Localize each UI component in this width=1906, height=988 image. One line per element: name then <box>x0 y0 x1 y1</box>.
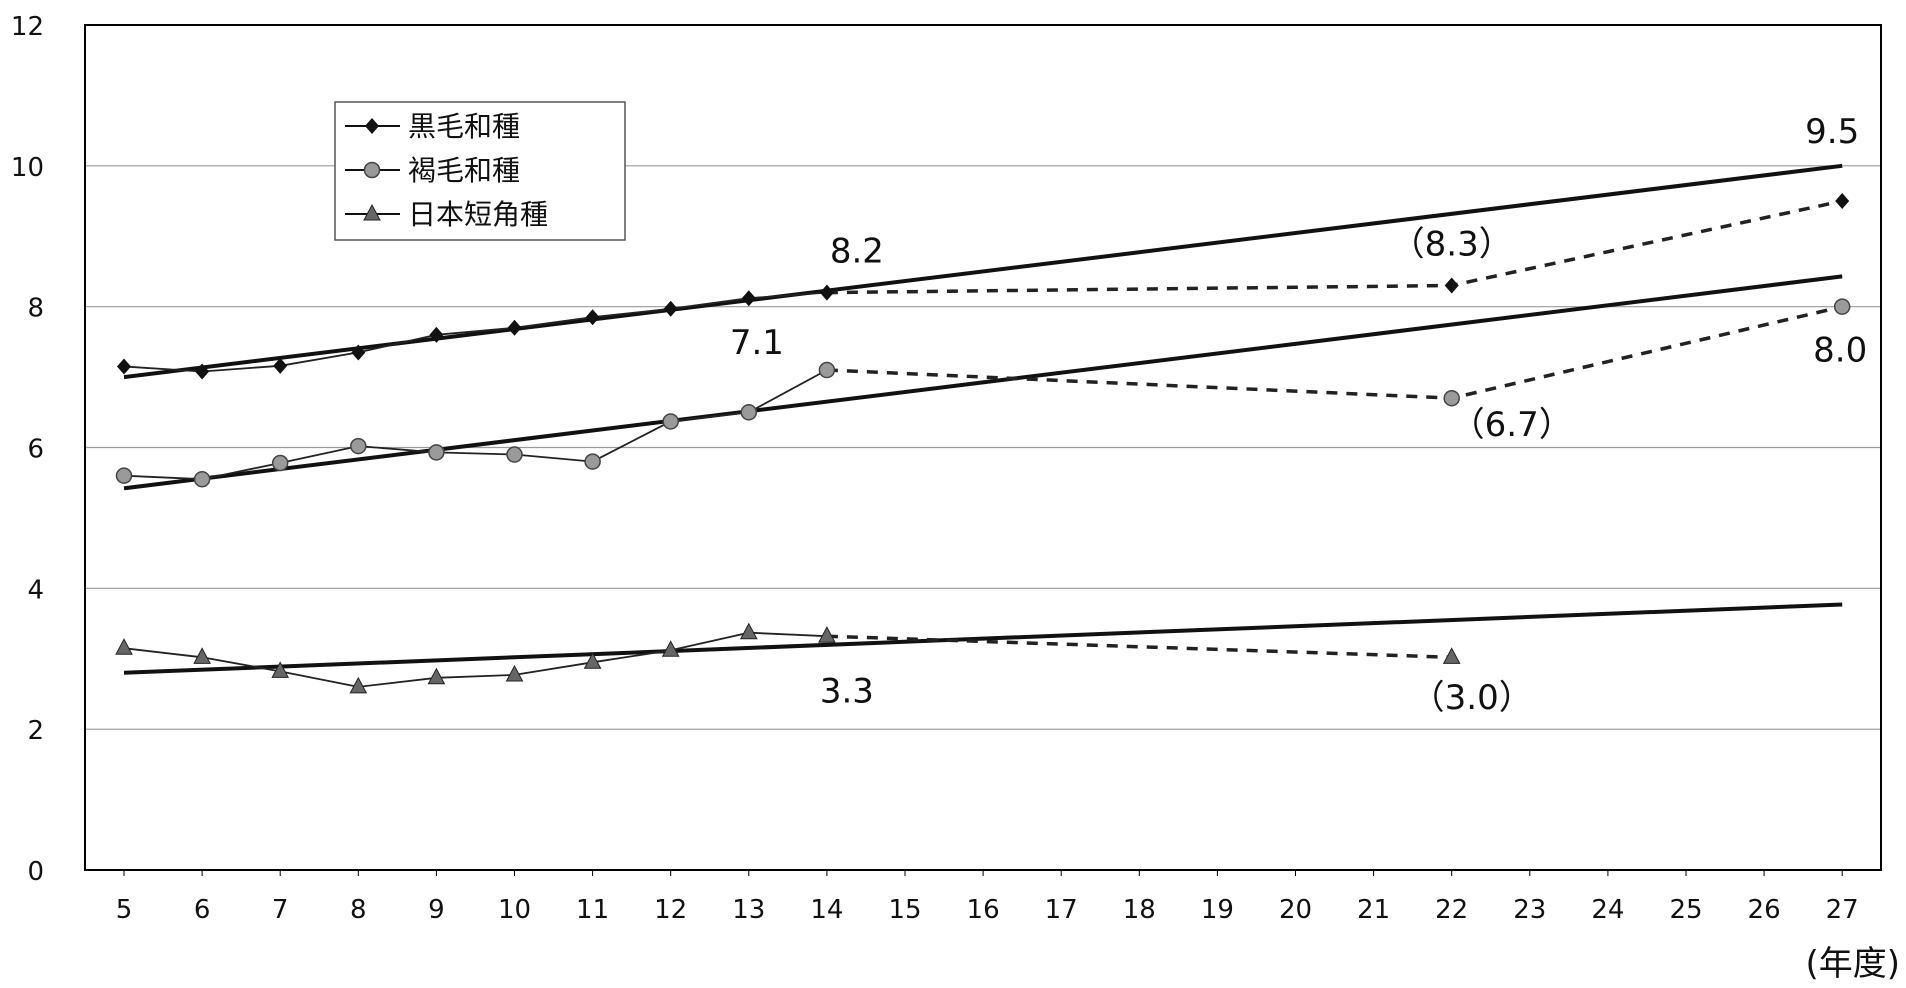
data-point <box>193 647 211 664</box>
legend-label: 日本短角種 <box>408 198 548 231</box>
legend-marker <box>363 203 381 221</box>
series-line <box>123 369 828 481</box>
data-point <box>349 676 368 694</box>
x-tick-label: 10 <box>498 895 531 925</box>
x-tick-label: 24 <box>1591 895 1624 925</box>
y-tick-label: 10 <box>11 153 44 183</box>
legend-marker <box>365 118 379 134</box>
trend-lines <box>123 163 1843 675</box>
y-tick-label: 4 <box>27 575 44 605</box>
data-point <box>1833 298 1851 315</box>
data-point <box>273 357 288 374</box>
x-tick-label: 6 <box>194 895 211 925</box>
data-point <box>741 290 756 307</box>
trend-line <box>123 163 1843 380</box>
data-point <box>506 446 523 463</box>
value-annotation: （8.3） <box>1391 225 1513 265</box>
data-point <box>195 363 210 380</box>
data-point <box>350 437 367 455</box>
x-tick-label: 25 <box>1669 895 1702 925</box>
legend-label: 黒毛和種 <box>408 110 520 143</box>
data-point <box>429 326 444 343</box>
data-point <box>740 404 758 421</box>
data-point <box>271 661 290 678</box>
y-tick-label: 8 <box>27 294 44 324</box>
projection-line <box>826 199 1843 295</box>
y-axis-tick-labels: 0 2 4 6 8 10 12 <box>11 12 44 887</box>
value-annotation: （3.0） <box>1411 678 1533 718</box>
value-annotation: （6.7） <box>1451 405 1573 445</box>
value-annotation: 3.3 <box>820 672 874 712</box>
value-annotation: 8.0 <box>1813 331 1867 371</box>
data-point <box>584 453 601 470</box>
x-tick-label: 19 <box>1201 895 1234 925</box>
x-tick-label: 18 <box>1123 895 1156 925</box>
x-tick-label: 21 <box>1357 895 1390 925</box>
data-point <box>117 358 131 375</box>
x-tick-label: 12 <box>654 895 687 925</box>
data-point <box>739 622 758 640</box>
data-point <box>1835 193 1850 210</box>
x-tick-label: 9 <box>428 895 445 925</box>
data-point <box>427 667 446 685</box>
data-point <box>428 444 445 461</box>
x-tick-label: 22 <box>1435 895 1468 925</box>
y-tick-label: 12 <box>11 12 44 42</box>
y-tick-label: 2 <box>27 716 44 746</box>
legend-marker <box>363 161 381 179</box>
trend-line <box>123 274 1843 491</box>
value-annotation: 7.1 <box>730 323 784 363</box>
legend-label: 褐毛和種 <box>408 154 520 187</box>
series-line <box>123 631 827 688</box>
value-annotation: 9.5 <box>1805 112 1859 152</box>
x-tick-label: 15 <box>888 895 921 925</box>
x-tick-label: 16 <box>967 895 1000 925</box>
data-point <box>1442 647 1461 664</box>
data-point <box>583 652 602 669</box>
x-tick-label: 8 <box>350 895 367 925</box>
value-annotations: 8.2 （8.3） 9.5 7.1 （6.7） 8.0 3.3 （3.0） <box>730 112 1867 718</box>
data-point <box>663 300 678 317</box>
data-point <box>818 361 836 379</box>
data-point <box>585 309 600 326</box>
series-line <box>123 291 827 373</box>
data-point <box>819 284 834 301</box>
x-tick-label: 5 <box>116 895 133 925</box>
data-point <box>1444 277 1459 294</box>
y-tick-label: 6 <box>27 435 44 465</box>
projection-line <box>826 634 1452 660</box>
x-tick-label: 26 <box>1748 895 1781 925</box>
x-tick-label: 23 <box>1513 895 1546 925</box>
y-tick-label: 0 <box>27 857 44 887</box>
data-point <box>271 454 289 472</box>
x-tick-label: 17 <box>1045 895 1078 925</box>
trend-line <box>123 602 1843 675</box>
data-point <box>115 638 133 655</box>
data-point <box>507 319 522 336</box>
x-tick-label: 7 <box>272 895 289 925</box>
data-point <box>351 344 366 361</box>
x-tick-label: 20 <box>1279 895 1312 925</box>
x-axis-unit-label: (年度) <box>1805 944 1900 984</box>
data-point <box>193 470 211 488</box>
x-tick-label: 14 <box>810 895 843 925</box>
data-point <box>115 467 133 484</box>
value-annotation: 8.2 <box>830 232 884 272</box>
x-tick-label: 13 <box>732 895 765 925</box>
x-tick-label: 11 <box>576 895 609 925</box>
data-point <box>661 640 680 657</box>
series-markers <box>115 193 1851 694</box>
data-point <box>505 664 524 682</box>
data-point <box>662 413 679 430</box>
x-tick-label: 27 <box>1826 895 1859 925</box>
x-axis-tick-labels: 5 6 7 8 9 10 11 12 13 14 15 16 17 18 19 20 21 22 23 24 25 26 2… <box>116 870 1859 925</box>
data-point <box>818 626 836 643</box>
data-point <box>1443 389 1460 407</box>
